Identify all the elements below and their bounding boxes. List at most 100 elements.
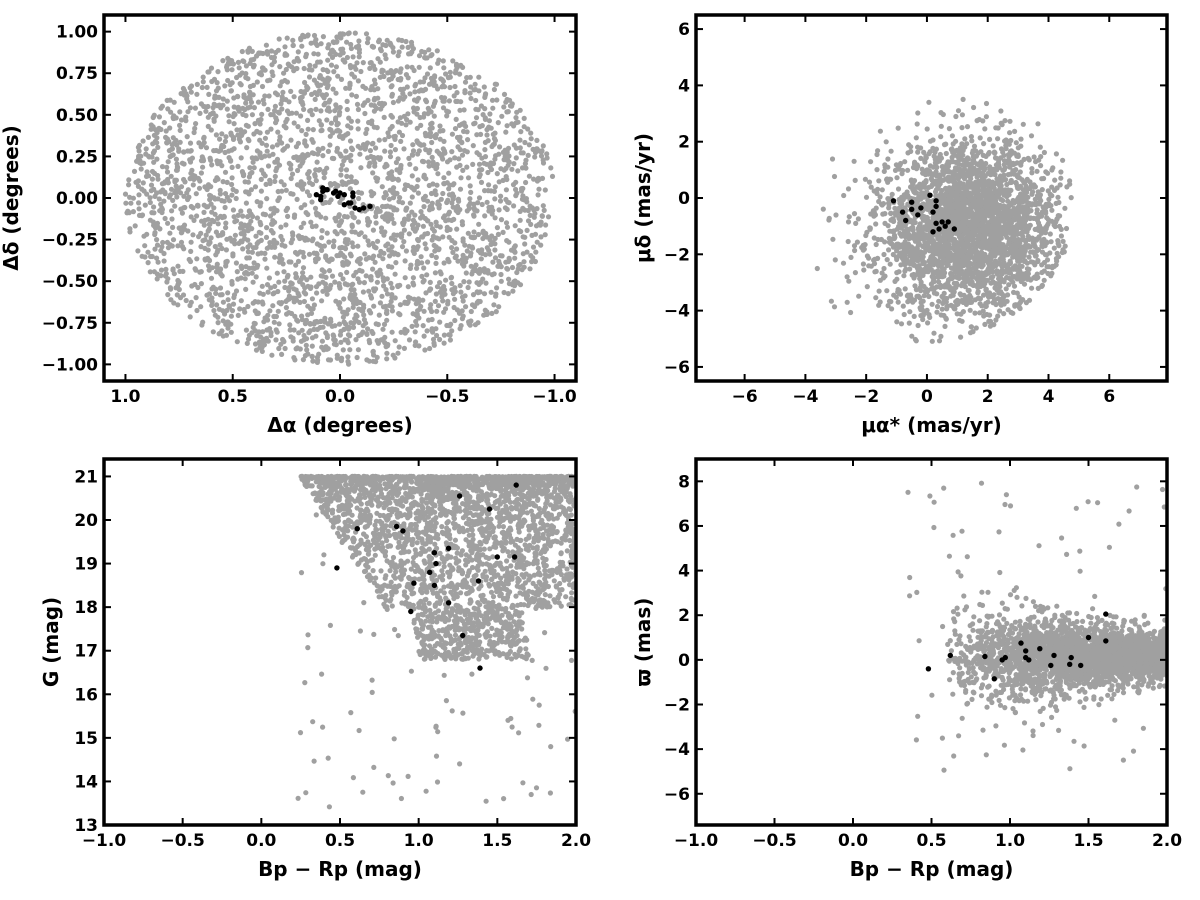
field-star-point bbox=[422, 54, 428, 61]
field-star-point bbox=[210, 329, 216, 335]
field-star-point bbox=[457, 107, 463, 113]
field-star-point bbox=[126, 182, 132, 188]
field-star-point bbox=[188, 89, 194, 95]
field-star-point bbox=[510, 123, 517, 129]
field-star-point bbox=[193, 191, 199, 197]
field-star-point bbox=[412, 89, 418, 95]
field-star-point bbox=[355, 143, 361, 149]
field-star-point bbox=[354, 101, 361, 107]
field-star-point bbox=[406, 213, 412, 219]
field-star-point bbox=[335, 73, 341, 79]
field-star-point bbox=[326, 239, 332, 245]
field-star-point bbox=[315, 59, 321, 65]
field-star-point bbox=[479, 201, 485, 208]
field-star-point bbox=[993, 317, 999, 323]
field-star-point bbox=[482, 92, 488, 98]
field-star-point bbox=[329, 54, 336, 61]
field-star-point bbox=[185, 109, 191, 115]
field-star-point bbox=[333, 218, 339, 224]
field-star-point bbox=[356, 306, 362, 312]
field-star-point bbox=[267, 240, 273, 246]
field-star-point bbox=[257, 121, 263, 127]
field-star-point bbox=[374, 279, 380, 285]
field-star-point bbox=[206, 258, 213, 264]
field-star-point bbox=[328, 197, 334, 203]
field-star-point bbox=[345, 358, 351, 365]
field-star-point bbox=[163, 134, 169, 140]
field-star-point bbox=[298, 205, 304, 211]
field-star-point bbox=[338, 166, 344, 173]
field-star-point bbox=[520, 205, 526, 211]
field-star-point bbox=[184, 93, 190, 99]
field-star-point bbox=[454, 246, 460, 252]
field-star-point bbox=[416, 88, 422, 94]
field-star-point bbox=[181, 222, 188, 228]
field-star-point bbox=[267, 213, 274, 219]
field-star-point bbox=[341, 262, 347, 268]
field-star-point bbox=[403, 38, 409, 45]
field-star-point bbox=[488, 166, 495, 173]
field-star-point bbox=[302, 138, 308, 144]
field-star-point bbox=[187, 176, 193, 182]
x-tick-label: −1.0 bbox=[532, 387, 577, 407]
field-star-point bbox=[293, 274, 300, 280]
field-star-point bbox=[253, 233, 259, 239]
field-star-point bbox=[162, 215, 168, 222]
field-star-point bbox=[274, 92, 281, 98]
field-star-point bbox=[338, 76, 345, 82]
field-star-point bbox=[399, 244, 406, 250]
field-star-point bbox=[329, 155, 335, 161]
field-star-point bbox=[437, 336, 443, 343]
field-star-point bbox=[291, 59, 297, 65]
field-star-point bbox=[233, 288, 240, 294]
field-star-point bbox=[1052, 223, 1058, 230]
field-star-point bbox=[167, 192, 174, 198]
field-star-point bbox=[288, 166, 294, 172]
field-star-point bbox=[450, 194, 456, 200]
field-star-point bbox=[958, 311, 964, 317]
field-star-point bbox=[229, 175, 235, 181]
field-star-point bbox=[522, 234, 528, 240]
field-star-point bbox=[544, 151, 550, 157]
field-star-point bbox=[440, 156, 446, 162]
field-star-point bbox=[165, 159, 171, 165]
field-star-point bbox=[531, 176, 537, 182]
field-star-point bbox=[200, 79, 206, 85]
field-star-point bbox=[322, 319, 328, 325]
y-tick-label: −1.00 bbox=[42, 355, 98, 375]
field-star-point bbox=[338, 272, 344, 278]
field-star-point bbox=[320, 93, 326, 99]
field-star-point bbox=[962, 136, 968, 142]
field-star-point bbox=[142, 243, 148, 249]
field-star-point bbox=[262, 212, 269, 218]
field-star-point bbox=[480, 112, 486, 118]
field-star-point bbox=[370, 266, 376, 272]
field-star-point bbox=[497, 144, 503, 150]
field-star-point bbox=[419, 158, 426, 164]
field-star-point bbox=[476, 174, 482, 180]
field-star-point bbox=[334, 355, 340, 361]
field-star-point bbox=[423, 99, 430, 105]
field-star-point bbox=[1006, 282, 1012, 288]
field-star-point bbox=[215, 314, 221, 320]
field-star-point bbox=[215, 233, 221, 239]
field-star-point bbox=[425, 198, 431, 204]
field-star-point bbox=[331, 69, 337, 75]
field-star-point bbox=[954, 274, 961, 281]
field-star-point bbox=[405, 284, 411, 290]
field-star-point bbox=[500, 149, 506, 155]
field-star-point bbox=[191, 217, 197, 223]
field-star-point bbox=[387, 126, 393, 132]
field-star-point bbox=[154, 242, 161, 248]
field-star-point bbox=[243, 223, 249, 229]
field-star-point bbox=[965, 287, 971, 293]
field-star-point bbox=[276, 300, 282, 306]
field-star-point bbox=[1041, 259, 1048, 266]
field-star-point bbox=[241, 92, 247, 98]
field-star-point bbox=[450, 58, 456, 64]
field-star-point bbox=[343, 148, 349, 154]
field-star-point bbox=[447, 182, 453, 188]
field-star-point bbox=[277, 64, 283, 70]
field-star-point bbox=[288, 88, 294, 94]
field-star-point bbox=[370, 170, 376, 176]
